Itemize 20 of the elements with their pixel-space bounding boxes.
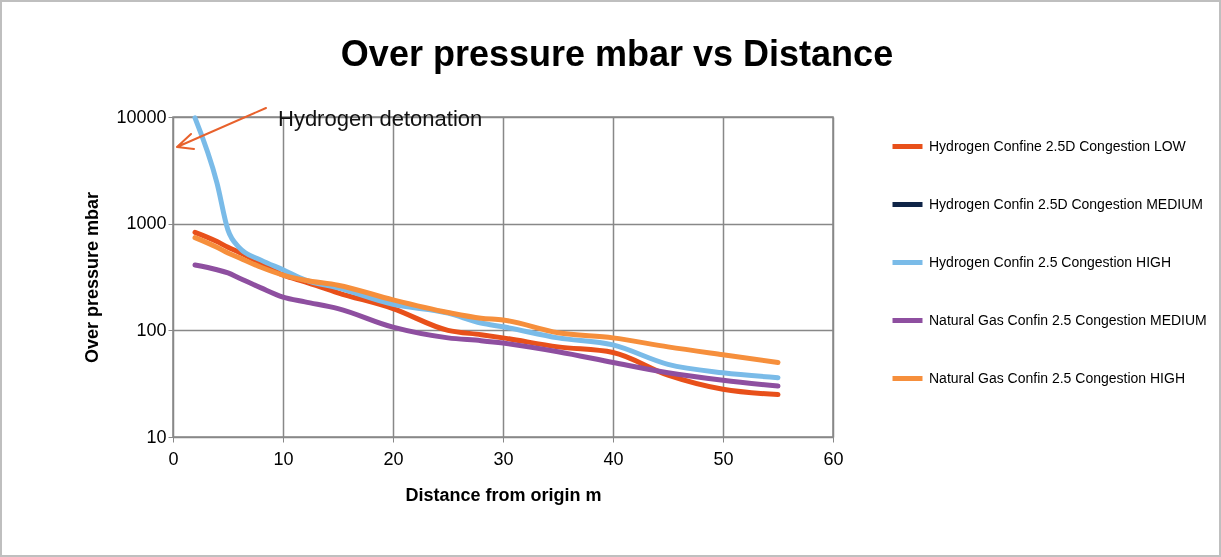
x-tick-label: 40 (603, 448, 624, 469)
x-tick-label: 60 (823, 448, 844, 469)
x-axis-title: Distance from origin m (405, 484, 602, 505)
x-tick-label: 20 (383, 448, 404, 469)
y-axis-title: Over pressure mbar (82, 191, 103, 364)
legend-label: Hydrogen Confin 2.5D Congestion MEDIUM (929, 195, 1203, 212)
x-tick-label: 10 (273, 448, 294, 469)
annotation: Hydrogen detonation (278, 106, 483, 131)
chart-title: Over pressure mbar vs Distance (340, 33, 894, 74)
y-tick-label: 10 (146, 426, 167, 447)
x-tick-label: 50 (713, 448, 734, 469)
x-tick-label: 0 (168, 448, 179, 469)
y-tick-label: 100 (136, 319, 167, 340)
legend-label: Hydrogen Confin 2.5 Congestion HIGH (929, 253, 1172, 270)
y-tick-label: 10000 (116, 106, 167, 127)
x-tick-label: 30 (493, 448, 514, 469)
y-tick-label: 1000 (126, 213, 167, 234)
legend-label: Natural Gas Confin 2.5 Congestion HIGH (929, 369, 1186, 386)
legend-label: Natural Gas Confin 2.5 Congestion MEDIUM (929, 311, 1207, 328)
legend-label: Hydrogen Confine 2.5D Congestion LOW (929, 137, 1187, 154)
